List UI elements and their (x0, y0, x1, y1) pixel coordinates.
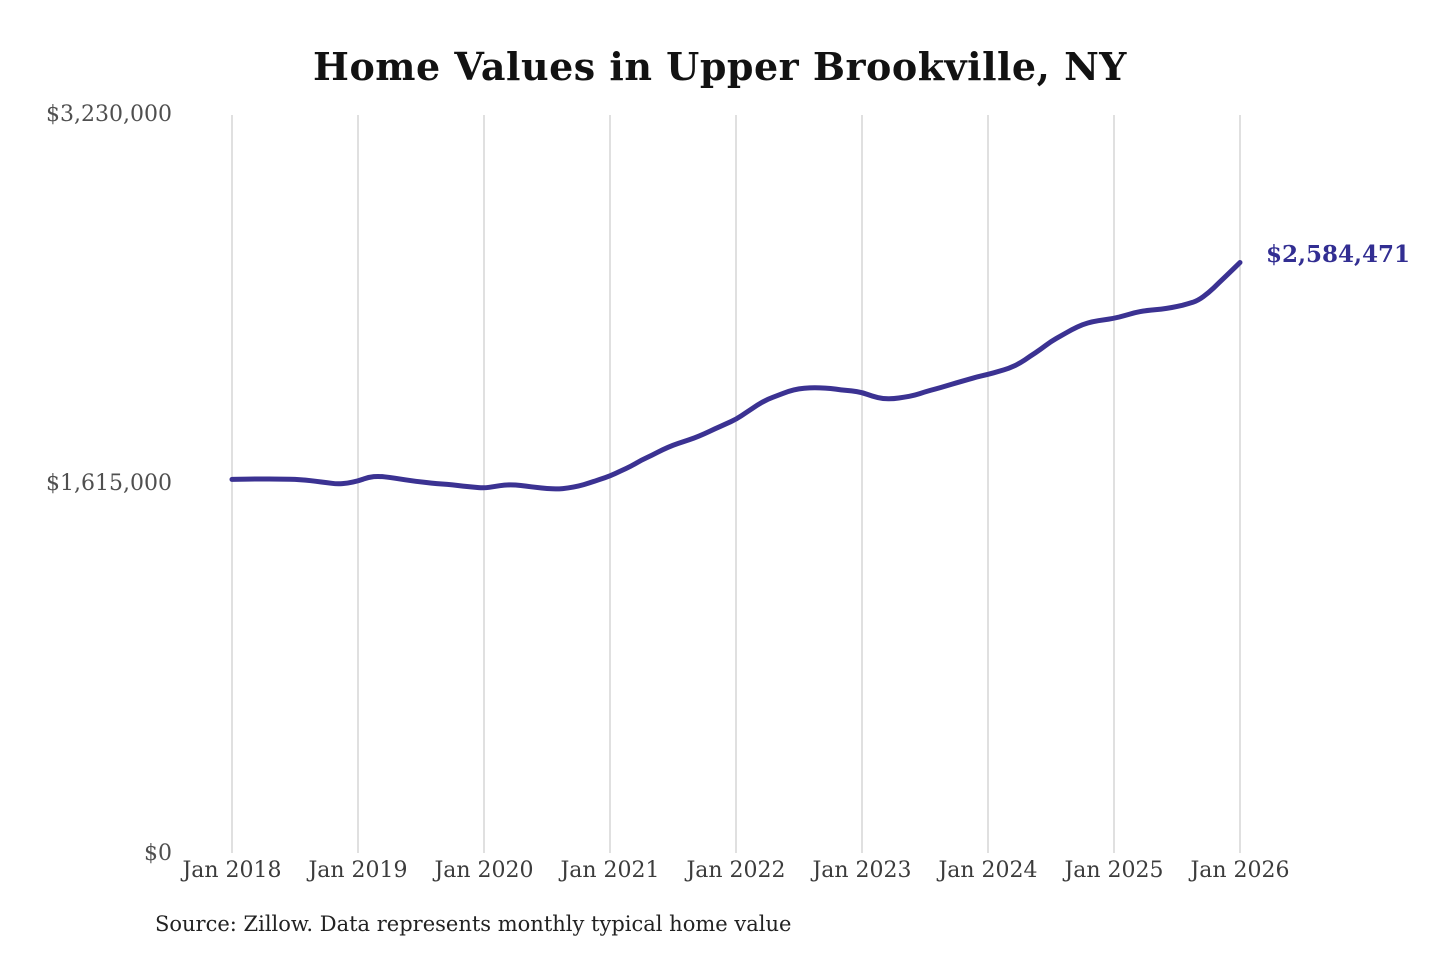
x-tick-label-8: Jan 2026 (1190, 858, 1290, 883)
y-tick-label-top: $3,230,000 (46, 102, 172, 127)
x-tick-label-2: Jan 2020 (434, 858, 534, 883)
latest-value-label: $2,584,471 (1266, 241, 1411, 268)
x-tick-label-0: Jan 2018 (182, 858, 282, 883)
y-tick-label-zero: $0 (144, 841, 172, 866)
chart-title: Home Values in Upper Brookville, NY (313, 44, 1127, 89)
home-value-series-line (229, 260, 1243, 492)
x-tick-label-5: Jan 2023 (812, 858, 912, 883)
y-tick-label-mid: $1,615,000 (46, 471, 172, 496)
x-tick-label-3: Jan 2021 (560, 858, 660, 883)
x-tick-label-6: Jan 2024 (938, 858, 1038, 883)
source-note: Source: Zillow. Data represents monthly … (155, 912, 792, 936)
x-tick-label-7: Jan 2025 (1064, 858, 1164, 883)
x-tick-label-1: Jan 2019 (308, 858, 408, 883)
x-tick-label-4: Jan 2022 (686, 858, 786, 883)
